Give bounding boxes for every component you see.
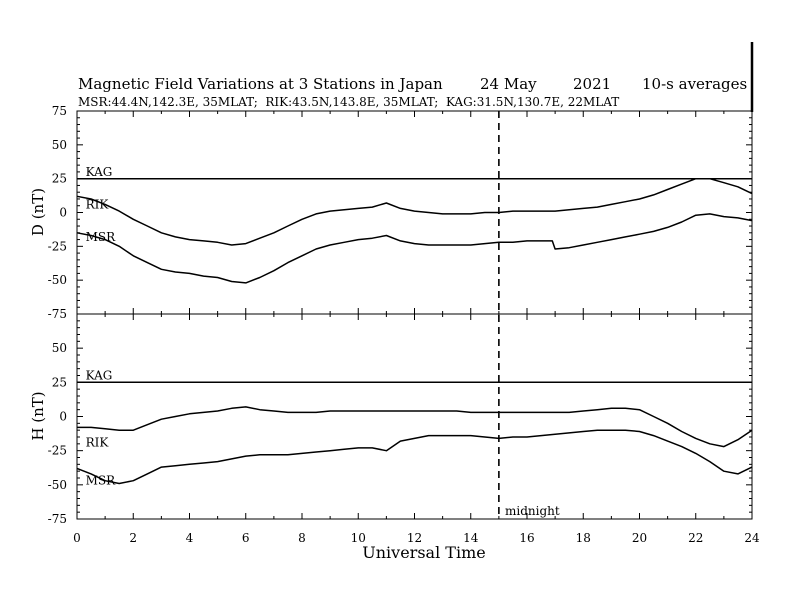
- series-label-kag: KAG: [86, 369, 113, 383]
- y-tick-label: 25: [52, 375, 67, 389]
- series-label-msr: MSR: [86, 474, 117, 488]
- y-tick-label: -50: [48, 478, 67, 492]
- chart-year: 2021: [573, 75, 611, 93]
- station-coordinates: MSR:44.4N,142.3E, 35MLAT; RIK:43.5N,143.…: [78, 95, 619, 109]
- ylabel-h: H (nT): [29, 391, 47, 440]
- x-tick-label: 18: [576, 531, 591, 545]
- ylabel-d: D (nT): [29, 188, 47, 236]
- x-tick-label: 8: [298, 531, 306, 545]
- series-label-kag: KAG: [86, 165, 113, 179]
- series-label-rik: RIK: [86, 435, 110, 449]
- y-tick-label: 50: [52, 138, 67, 152]
- x-tick-label: 14: [463, 531, 479, 545]
- x-tick-label: 20: [632, 531, 647, 545]
- y-tick-label: -25: [48, 239, 67, 253]
- series-label-msr: MSR: [86, 230, 117, 244]
- midnight-label: midnight: [505, 504, 560, 518]
- x-tick-label: 16: [519, 531, 534, 545]
- x-tick-label: 6: [242, 531, 250, 545]
- series-msr-d: [76, 213, 753, 284]
- y-tick-label: 75: [52, 104, 67, 118]
- x-tick-label: 4: [186, 531, 194, 545]
- y-tick-label: 25: [52, 172, 67, 186]
- y-tick-label: -75: [48, 307, 67, 321]
- series-msr-h: [76, 429, 753, 485]
- y-tick-label: -75: [48, 512, 67, 526]
- tick-layer: 0 2 4 6 8 10 12 14 16 18 20 22 247550250-25-50-75502…: [48, 104, 760, 545]
- chart-title: Magnetic Field Variations at 3 Stations …: [78, 75, 443, 93]
- x-tick-label: 0: [73, 531, 81, 545]
- x-tick-label: 2: [129, 531, 137, 545]
- series-rik-h: [77, 406, 753, 448]
- y-tick-label: -25: [48, 444, 67, 458]
- chart-averaging: 10-s averages: [642, 75, 747, 93]
- x-tick-label: 10: [351, 531, 366, 545]
- y-tick-label: 0: [59, 206, 67, 220]
- y-tick-label: 0: [59, 410, 67, 424]
- x-tick-label: 12: [407, 531, 422, 545]
- y-tick-label: 50: [52, 341, 67, 355]
- chart-date: 24 May: [480, 75, 537, 93]
- panel-d-frame: [76, 110, 753, 315]
- y-tick-label: -50: [48, 273, 67, 287]
- series-label-rik: RIK: [86, 197, 110, 211]
- x-tick-label: 24: [744, 531, 760, 545]
- series-layer: KAG RIK MSR KAG RIK MSR: [76, 111, 753, 519]
- x-tick-label: 22: [688, 531, 703, 545]
- xlabel: Universal Time: [362, 543, 485, 562]
- series-rik-d: [76, 177, 753, 246]
